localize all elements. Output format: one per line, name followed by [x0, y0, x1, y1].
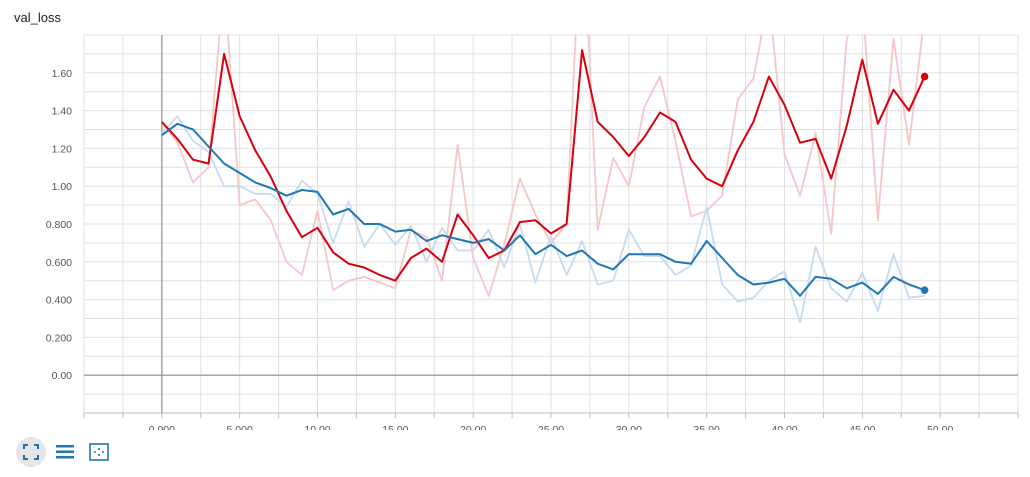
y-tick-label: 0.00	[52, 370, 73, 382]
data-selection-button[interactable]	[50, 437, 80, 467]
chart-title: val_loss	[14, 10, 61, 25]
x-tick-label: 0.000	[149, 424, 175, 430]
smoothed-series-line	[161, 122, 925, 297]
y-tick-label: 0.400	[46, 295, 72, 307]
series-endpoint-marker	[920, 72, 929, 81]
y-tick-label: 1.40	[52, 106, 73, 118]
x-tick-label: 15.00	[382, 424, 408, 430]
y-tick-label: 1.60	[52, 68, 73, 80]
x-tick-label: 40.00	[771, 424, 797, 430]
x-tick-label: 50.00	[927, 424, 953, 430]
y-tick-label: 1.00	[52, 181, 73, 193]
x-tick-label: 30.00	[616, 424, 642, 430]
y-tick-label: 0.200	[46, 332, 72, 344]
x-tick-label: 5.000	[227, 424, 253, 430]
smoothed-series-line	[161, 49, 926, 282]
x-tick-label: 45.00	[849, 424, 875, 430]
x-tick-label: 10.00	[304, 424, 330, 430]
x-tick-label: 20.00	[460, 424, 486, 430]
fit-domain-icon	[23, 444, 39, 460]
x-tick-label: 25.00	[538, 424, 564, 430]
chart-toolbar	[16, 437, 114, 467]
log-scale-icon	[89, 443, 109, 461]
log-scale-button[interactable]	[84, 437, 114, 467]
series-group	[161, 35, 926, 324]
data-selection-icon	[56, 445, 74, 459]
y-tick-label: 0.600	[46, 257, 72, 269]
y-tick-label: 0.800	[46, 219, 72, 231]
x-tick-label: 35.00	[694, 424, 720, 430]
line-chart[interactable]: 0.000 5.000 10.00 15.00 20.00 25.00 30.00 35.00…	[0, 0, 1030, 430]
y-tick-label: 1.20	[52, 143, 73, 155]
raw-series-line	[161, 35, 924, 297]
fit-domain-button[interactable]	[16, 437, 46, 467]
series-endpoint-marker	[920, 286, 929, 294]
raw-series-line	[161, 115, 925, 324]
